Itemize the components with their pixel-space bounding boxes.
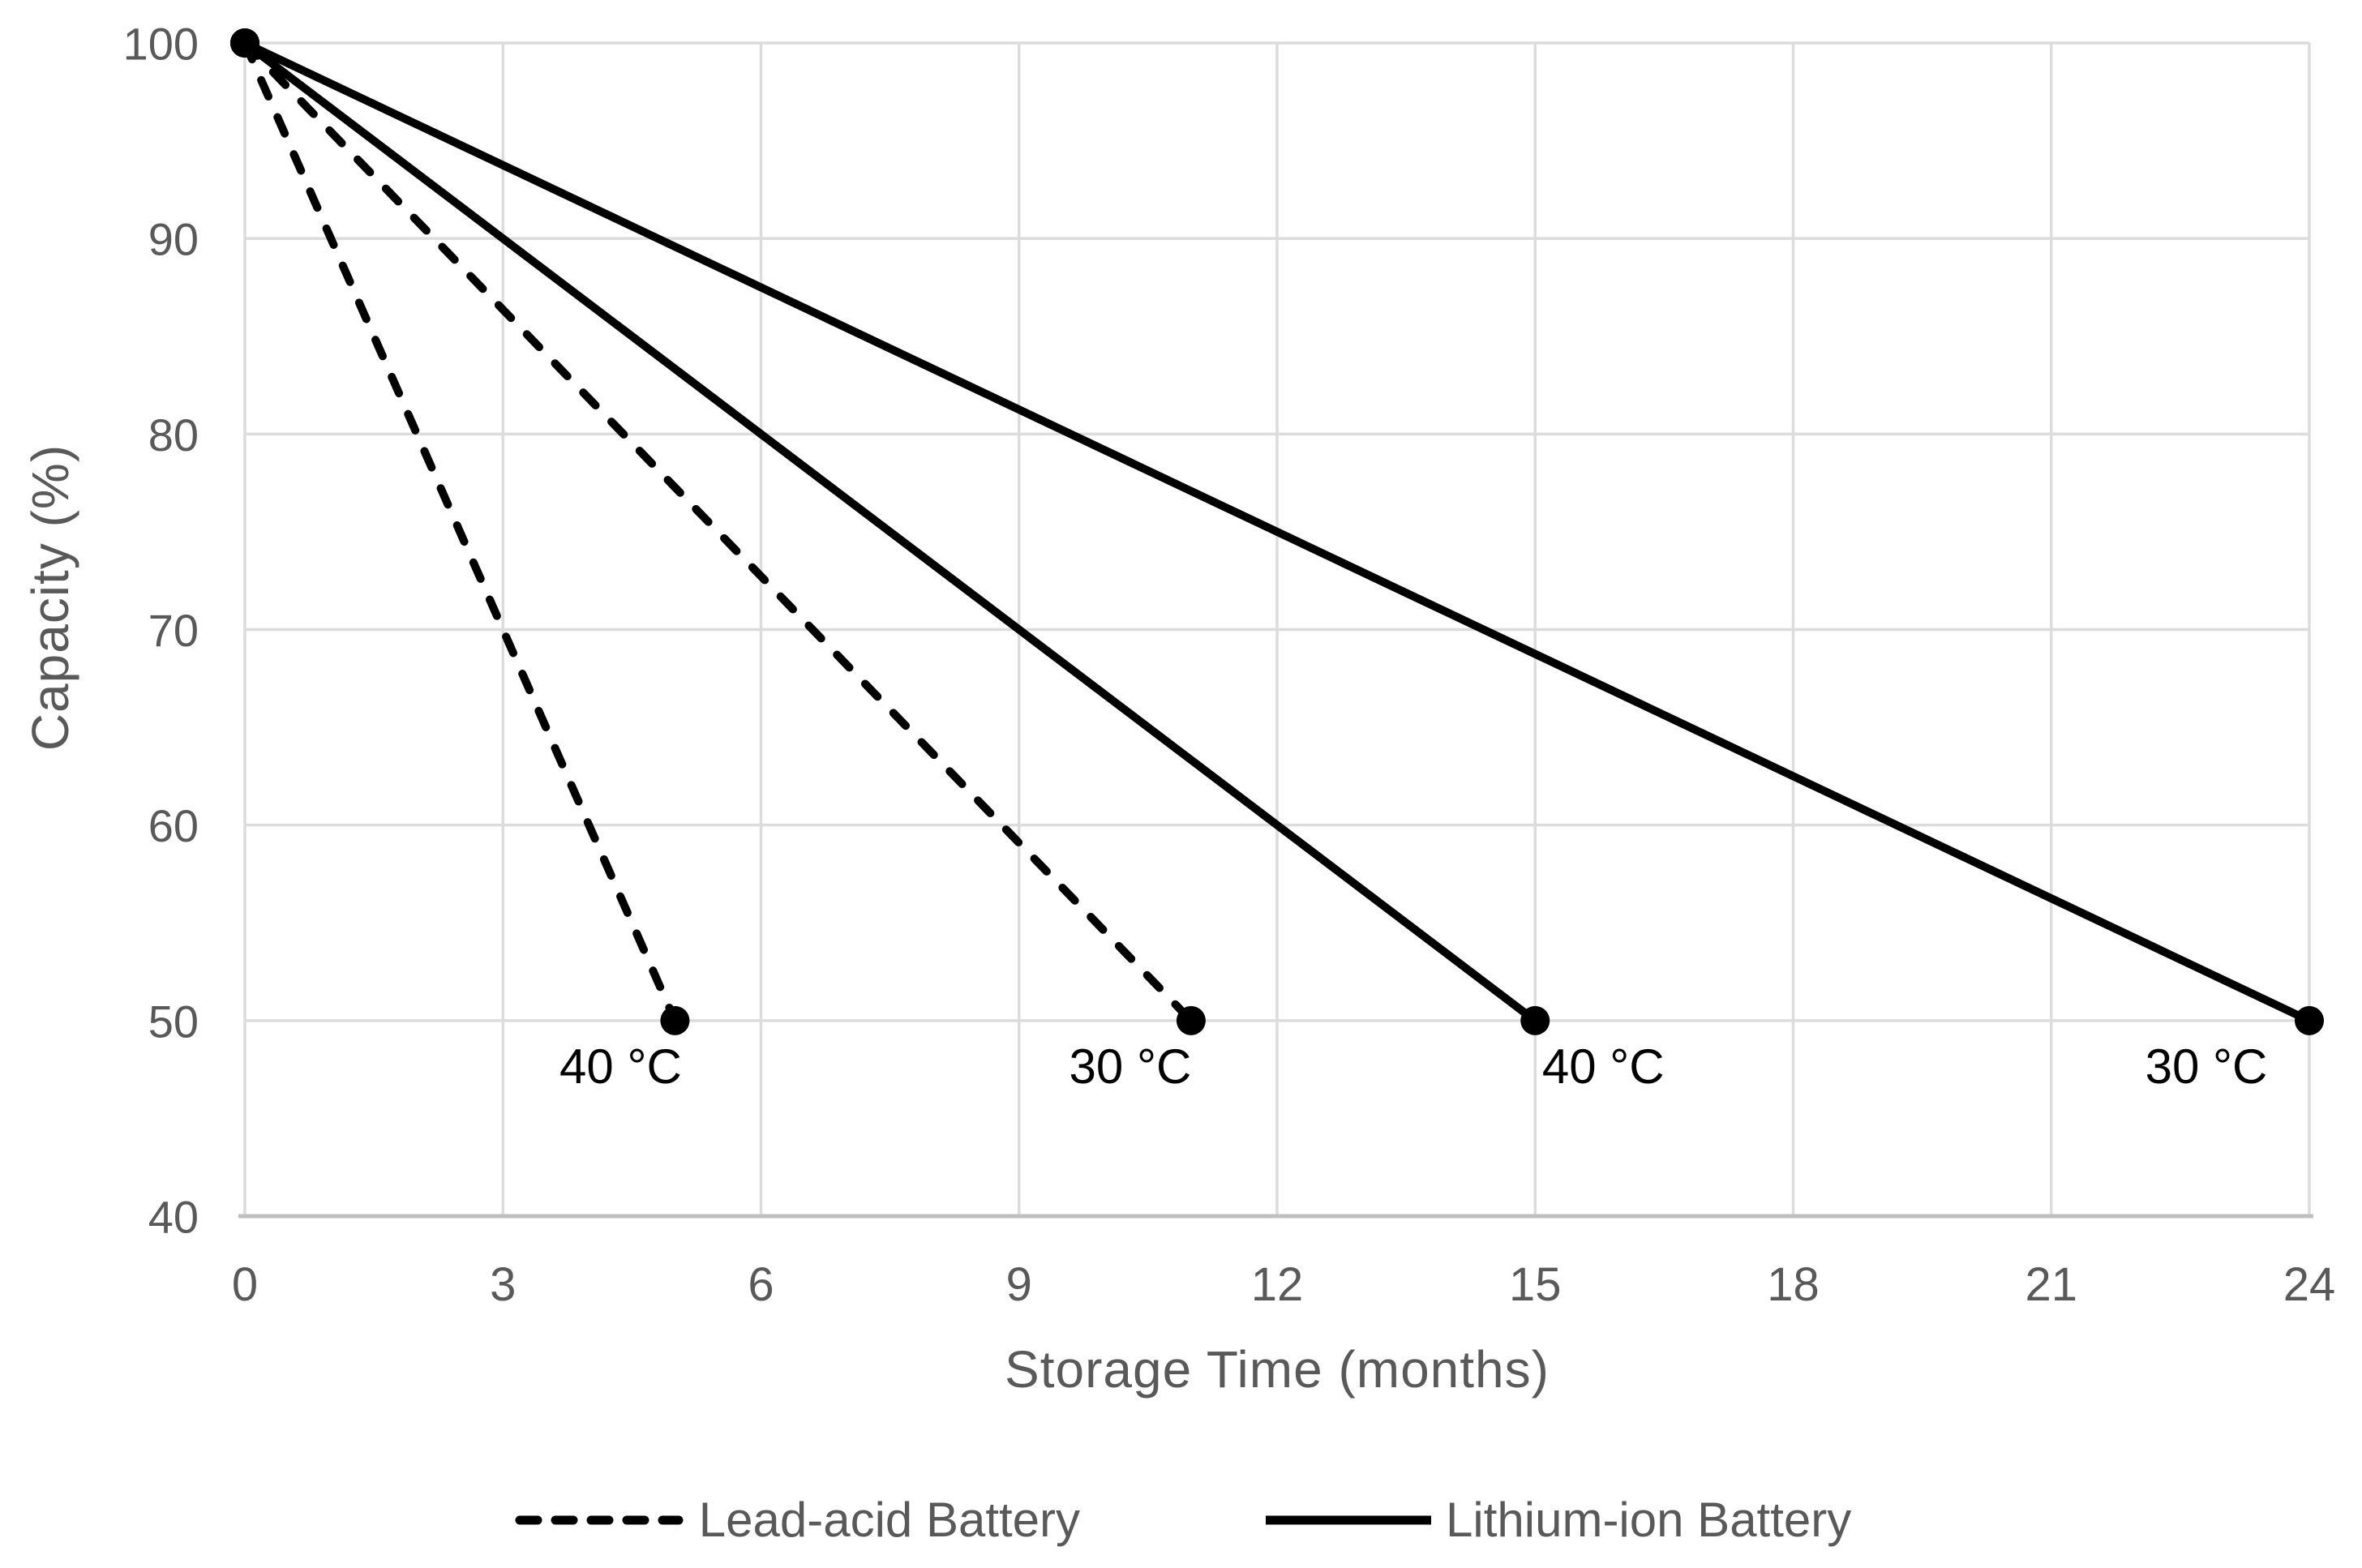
data-point-marker (2295, 1005, 2324, 1035)
legend-label-lithium-ion: Lithium-ion Battery (1446, 1493, 1852, 1547)
legend-label-lead-acid: Lead-acid Battery (698, 1493, 1081, 1547)
x-tick-label-18: 18 (1767, 1258, 1820, 1311)
y-tick-label-40: 40 (148, 1192, 199, 1243)
annotation-series-1: 30 °C (1070, 1039, 1192, 1094)
series-line-3-lithium-ion-battery (241, 39, 2313, 1025)
y-tick-label-70: 70 (148, 605, 199, 656)
x-tick-label-24: 24 (2283, 1258, 2336, 1311)
series-line-0-lead-acid-battery (241, 39, 679, 1025)
legend-item-lead-acid-battery: Lead-acid Battery (511, 1492, 1080, 1548)
y-tick-label-90: 90 (148, 214, 199, 265)
data-point-marker (1176, 1005, 1206, 1035)
x-tick-label-21: 21 (2025, 1258, 2077, 1311)
x-axis-title: Storage Time (months) (1005, 1340, 1550, 1399)
x-tick-label-9: 9 (1006, 1258, 1032, 1311)
y-tick-label-100: 100 (123, 19, 199, 70)
y-tick-label-80: 80 (148, 409, 199, 461)
legend-item-lithium-ion-battery: Lithium-ion Battery (1262, 1492, 1851, 1548)
annotation-series-3: 30 °C (2146, 1039, 2268, 1094)
annotation-series-2: 40 °C (1542, 1039, 1665, 1094)
series-line-2-lithium-ion-battery (241, 39, 1540, 1025)
data-point-marker (660, 1005, 690, 1035)
data-point-marker (1520, 1005, 1550, 1035)
y-tick-label-60: 60 (148, 800, 199, 851)
x-tick-label-15: 15 (1509, 1258, 1562, 1311)
chart-legend: Lead-acid Battery Lithium-ion Battery (0, 1492, 2362, 1548)
solid-line-swatch (1266, 1515, 1432, 1524)
dashed-line-swatch (515, 1515, 684, 1524)
y-axis-title: Capacity (%) (21, 443, 79, 752)
annotation-series-0: 40 °C (559, 1039, 682, 1094)
x-tick-label-0: 0 (232, 1258, 258, 1311)
y-tick-label-50: 50 (148, 996, 199, 1047)
data-point-marker (230, 28, 259, 58)
x-tick-label-12: 12 (1251, 1258, 1304, 1311)
series-line-1-lead-acid-battery (241, 39, 1195, 1025)
x-tick-label-3: 3 (490, 1258, 516, 1311)
x-tick-label-6: 6 (748, 1258, 774, 1311)
